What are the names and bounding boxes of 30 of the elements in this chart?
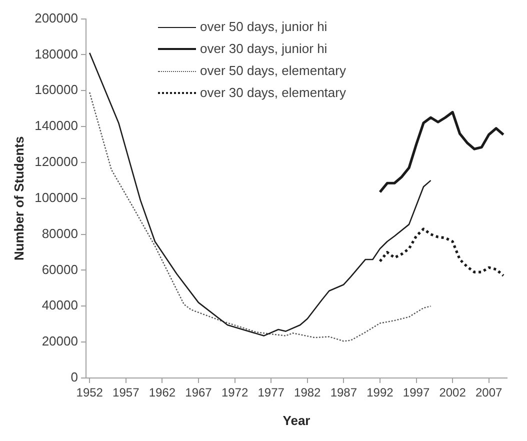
x-tick-label: 2002 <box>439 386 466 400</box>
y-tick-label: 140000 <box>34 118 78 134</box>
y-tick-label: 100000 <box>34 190 78 205</box>
y-tick-label: 200000 <box>34 10 78 26</box>
legend-label: over 30 days, junior hi <box>200 40 328 58</box>
x-tick-label: 1962 <box>148 386 176 400</box>
y-tick-label: 60000 <box>42 262 78 277</box>
y-tick-label: 40000 <box>42 298 78 313</box>
y-tick-label: 160000 <box>34 82 78 98</box>
y-axis-title: Number of Students <box>11 136 26 261</box>
x-tick-label: 1977 <box>258 386 285 400</box>
line-series <box>378 228 505 277</box>
x-tick-label: 1952 <box>76 386 104 400</box>
y-tick-label: 120000 <box>34 154 78 170</box>
legend-label: over 30 days, elementary <box>200 84 346 102</box>
x-tick-label: 1967 <box>185 386 212 400</box>
x-tick-label: 1957 <box>112 386 140 400</box>
legend-label: over 50 days, elementary <box>200 62 346 80</box>
x-axis-title: Year <box>282 412 310 428</box>
y-tick-label: 0 <box>70 370 78 385</box>
x-tick-label: 1992 <box>366 386 394 400</box>
y-tick-label: 180000 <box>34 46 78 62</box>
x-tick-label: 2007 <box>476 386 503 400</box>
x-tick-label: 1987 <box>330 386 358 400</box>
y-tick-label: 20000 <box>42 334 78 349</box>
x-tick-label: 1997 <box>402 386 430 400</box>
legend-label: over 50 days, junior hi <box>200 18 328 36</box>
y-tick-label: 80000 <box>42 226 78 241</box>
x-tick-label: 1982 <box>294 386 322 400</box>
x-tick-label: 1972 <box>221 386 248 400</box>
